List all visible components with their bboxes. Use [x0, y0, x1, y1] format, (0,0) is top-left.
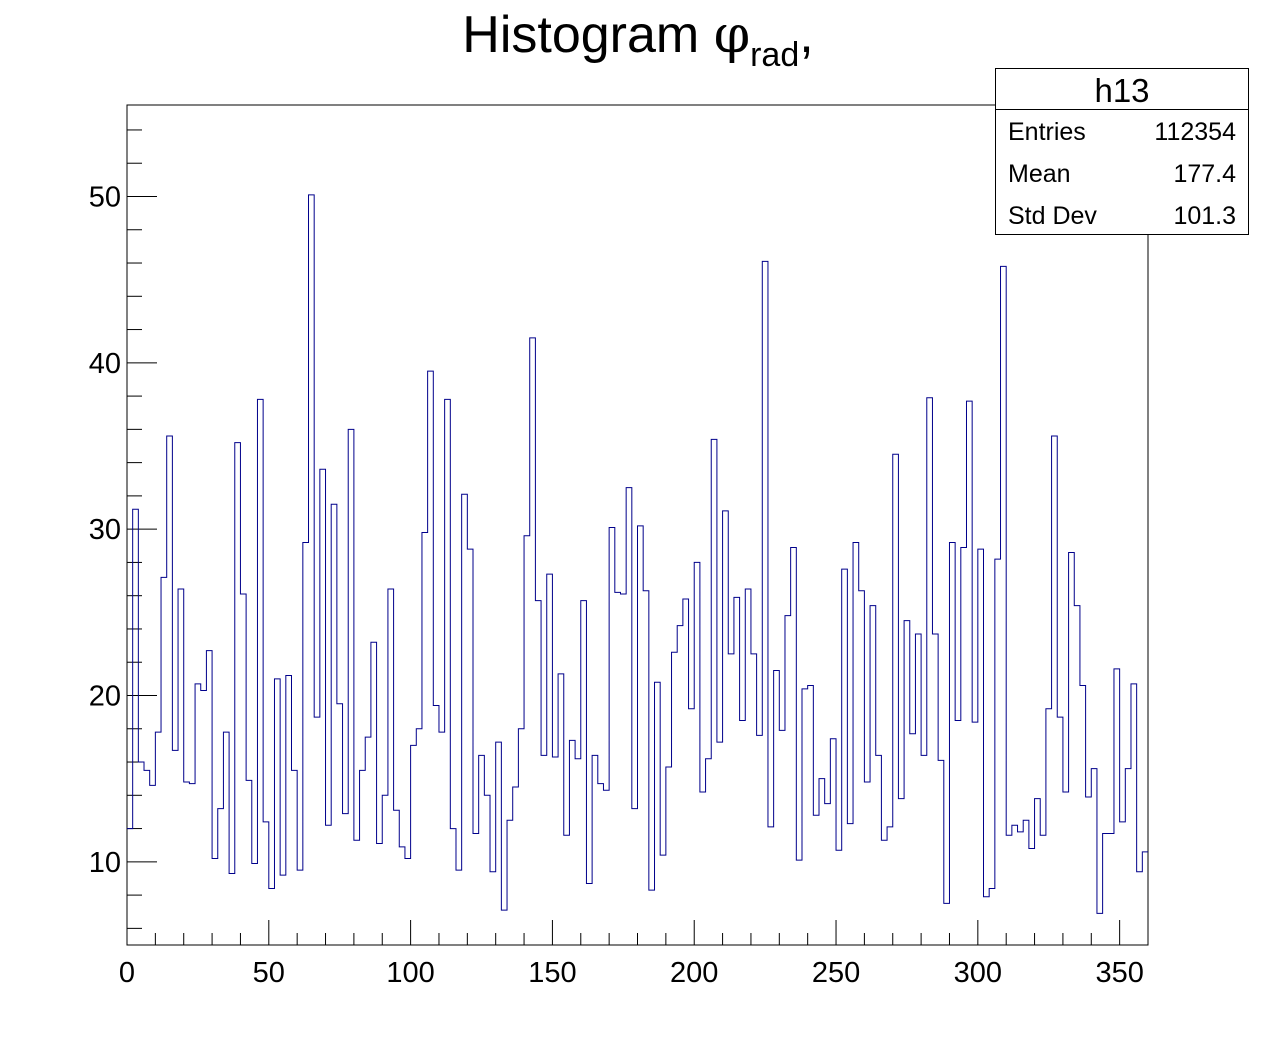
y-tick-label: 20 — [89, 680, 121, 712]
stats-entries-label: Entries — [1008, 118, 1086, 146]
stats-mean-label: Mean — [1008, 160, 1071, 188]
stats-row-entries: Entries 112354 — [996, 110, 1248, 152]
stats-stddev-label: Std Dev — [1008, 202, 1097, 230]
y-axis: 10 20 30 40 50 — [89, 129, 157, 929]
x-tick-label: 300 — [954, 957, 1002, 989]
y-tick-label: 10 — [89, 847, 121, 879]
stats-entries-value: 112354 — [1154, 118, 1236, 146]
title-main: Histogram — [462, 6, 714, 64]
x-tick-label: 0 — [119, 957, 135, 989]
stats-row-stddev: Std Dev 101.3 — [996, 194, 1248, 236]
y-tick-label: 50 — [89, 181, 121, 213]
x-tick-label: 100 — [386, 957, 434, 989]
title-subscript: rad — [750, 36, 800, 74]
chart-title: Histogram φrad, — [0, 0, 1276, 90]
title-suffix: , — [799, 6, 814, 64]
y-tick-label: 30 — [89, 514, 121, 546]
x-tick-label: 200 — [670, 957, 718, 989]
y-tick-label: 40 — [89, 348, 121, 380]
x-tick-label: 150 — [528, 957, 576, 989]
stats-row-mean: Mean 177.4 — [996, 152, 1248, 194]
stats-name: h13 — [996, 69, 1248, 110]
stats-box: h13 Entries 112354 Mean 177.4 Std Dev 10… — [995, 68, 1249, 235]
histogram-line — [127, 194, 1148, 914]
x-tick-label: 250 — [812, 957, 860, 989]
x-tick-label: 50 — [253, 957, 285, 989]
stats-mean-value: 177.4 — [1173, 160, 1236, 188]
title-symbol: φ — [713, 5, 751, 65]
stats-stddev-value: 101.3 — [1173, 202, 1236, 230]
x-axis: 0 50 100 150 200 250 300 350 — [119, 920, 1149, 989]
x-tick-label: 350 — [1095, 957, 1143, 989]
